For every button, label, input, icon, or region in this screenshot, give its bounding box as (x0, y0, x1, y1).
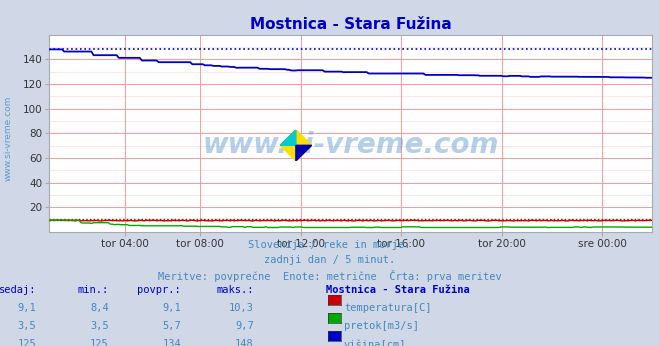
Text: 10,3: 10,3 (229, 303, 254, 313)
Text: povpr.:: povpr.: (138, 285, 181, 295)
Text: 8,4: 8,4 (90, 303, 109, 313)
Text: temperatura[C]: temperatura[C] (344, 303, 432, 313)
Text: 125: 125 (90, 339, 109, 346)
Title: Mostnica - Stara Fužina: Mostnica - Stara Fužina (250, 17, 452, 32)
Text: 9,7: 9,7 (235, 321, 254, 331)
Text: 148: 148 (235, 339, 254, 346)
Text: www.si-vreme.com: www.si-vreme.com (4, 96, 13, 181)
Text: sedaj:: sedaj: (0, 285, 36, 295)
Text: Mostnica - Stara Fužina: Mostnica - Stara Fužina (326, 285, 470, 295)
Text: 125: 125 (18, 339, 36, 346)
Text: Meritve: povprečne  Enote: metrične  Črta: prva meritev: Meritve: povprečne Enote: metrične Črta:… (158, 270, 501, 282)
Text: min.:: min.: (78, 285, 109, 295)
Text: 9,1: 9,1 (163, 303, 181, 313)
Polygon shape (280, 130, 296, 145)
Text: 3,5: 3,5 (90, 321, 109, 331)
Text: 134: 134 (163, 339, 181, 346)
Text: 5,7: 5,7 (163, 321, 181, 331)
Polygon shape (296, 145, 312, 161)
Polygon shape (280, 130, 312, 161)
Text: Slovenija / reke in morje.: Slovenija / reke in morje. (248, 240, 411, 251)
Text: 3,5: 3,5 (18, 321, 36, 331)
Text: zadnji dan / 5 minut.: zadnji dan / 5 minut. (264, 255, 395, 265)
Text: 9,1: 9,1 (18, 303, 36, 313)
Text: višina[cm]: višina[cm] (344, 339, 407, 346)
Text: maks.:: maks.: (216, 285, 254, 295)
Text: www.si-vreme.com: www.si-vreme.com (203, 131, 499, 159)
Text: pretok[m3/s]: pretok[m3/s] (344, 321, 419, 331)
